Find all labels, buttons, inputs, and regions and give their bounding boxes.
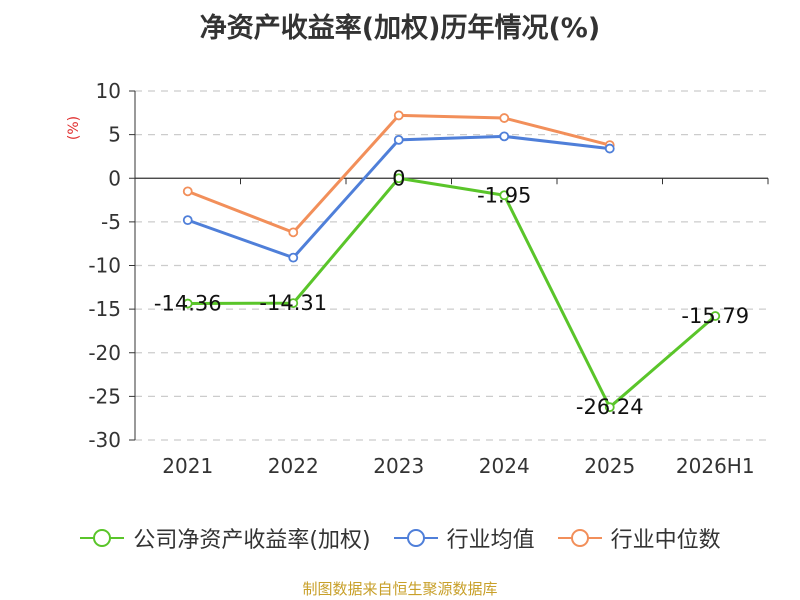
legend-label: 行业均值 [446, 528, 535, 553]
x-tick-label: 2021 [162, 454, 213, 478]
source-note: 制图数据来自恒生聚源数据库 [302, 580, 498, 598]
data-point [604, 143, 615, 154]
y-tick-label: 5 [108, 123, 121, 147]
series [182, 110, 721, 413]
data-point [604, 402, 615, 413]
data-label: 0 [392, 166, 405, 190]
chart-title: 净资产收益率(加权)历年情况(%) [199, 13, 601, 44]
legend-item[interactable]: 公司净资产收益率(加权) [79, 522, 371, 554]
data-point [182, 298, 193, 309]
x-tick-label: 2026H1 [676, 454, 755, 478]
series-line [187, 134, 610, 260]
legend-swatch [393, 529, 438, 547]
y-tick-label: -20 [88, 341, 121, 365]
legend-label: 公司净资产收益率(加权) [133, 528, 371, 553]
y-axis-label: (%) [66, 116, 82, 140]
gridlines [135, 90, 768, 441]
y-tick-label: 0 [108, 166, 121, 190]
legend-item[interactable]: 行业均值 [393, 522, 535, 554]
legend-item[interactable]: 行业中位数 [557, 522, 721, 554]
y-tick-label: -10 [88, 254, 121, 278]
x-tick-label: 2024 [479, 454, 530, 478]
data-point [393, 134, 404, 145]
data-point [182, 215, 193, 226]
y-tick-label: 10 [96, 79, 121, 103]
data-point [499, 131, 510, 142]
legend-swatch [557, 529, 602, 547]
data-label: -1.95 [477, 183, 531, 207]
data-point [710, 311, 721, 321]
y-tick-label: -15 [88, 297, 121, 321]
data-point [499, 113, 510, 123]
legend-swatch-marker [93, 529, 112, 547]
data-point [393, 173, 404, 184]
data-point [393, 110, 404, 121]
x-tick-label: 2023 [373, 454, 424, 478]
series-line [187, 176, 717, 409]
y-tick-label: -25 [88, 384, 121, 408]
legend: 公司净资产收益率(加权) 行业均值 行业中位数 [0, 518, 800, 558]
data-point [499, 190, 510, 201]
data-point [288, 252, 299, 263]
data-point [288, 298, 299, 309]
legend-label: 行业中位数 [610, 528, 721, 553]
x-tick-label: 2022 [268, 454, 319, 478]
legend-swatch-marker [406, 529, 425, 547]
x-tick-label: 2025 [584, 454, 635, 478]
data-label: -14.36 [154, 292, 222, 316]
data-point [288, 227, 299, 238]
data-label: -15.79 [681, 304, 749, 328]
y-tick-label: -5 [101, 210, 121, 234]
data-labels: -14.36 -14.31 0 -1.95 -26.24 -15.79 [154, 166, 749, 419]
y-tick-label: -30 [88, 428, 121, 452]
legend-swatch [80, 529, 125, 547]
axes: 10 5 0 -5 -10 -15 -20 -25 -30 2021 2022 2023 2024 202… [88, 79, 769, 478]
data-label: -14.31 [259, 291, 327, 315]
data-label: -26.24 [576, 395, 644, 419]
legend-swatch-marker [570, 529, 589, 547]
data-point [182, 186, 193, 197]
